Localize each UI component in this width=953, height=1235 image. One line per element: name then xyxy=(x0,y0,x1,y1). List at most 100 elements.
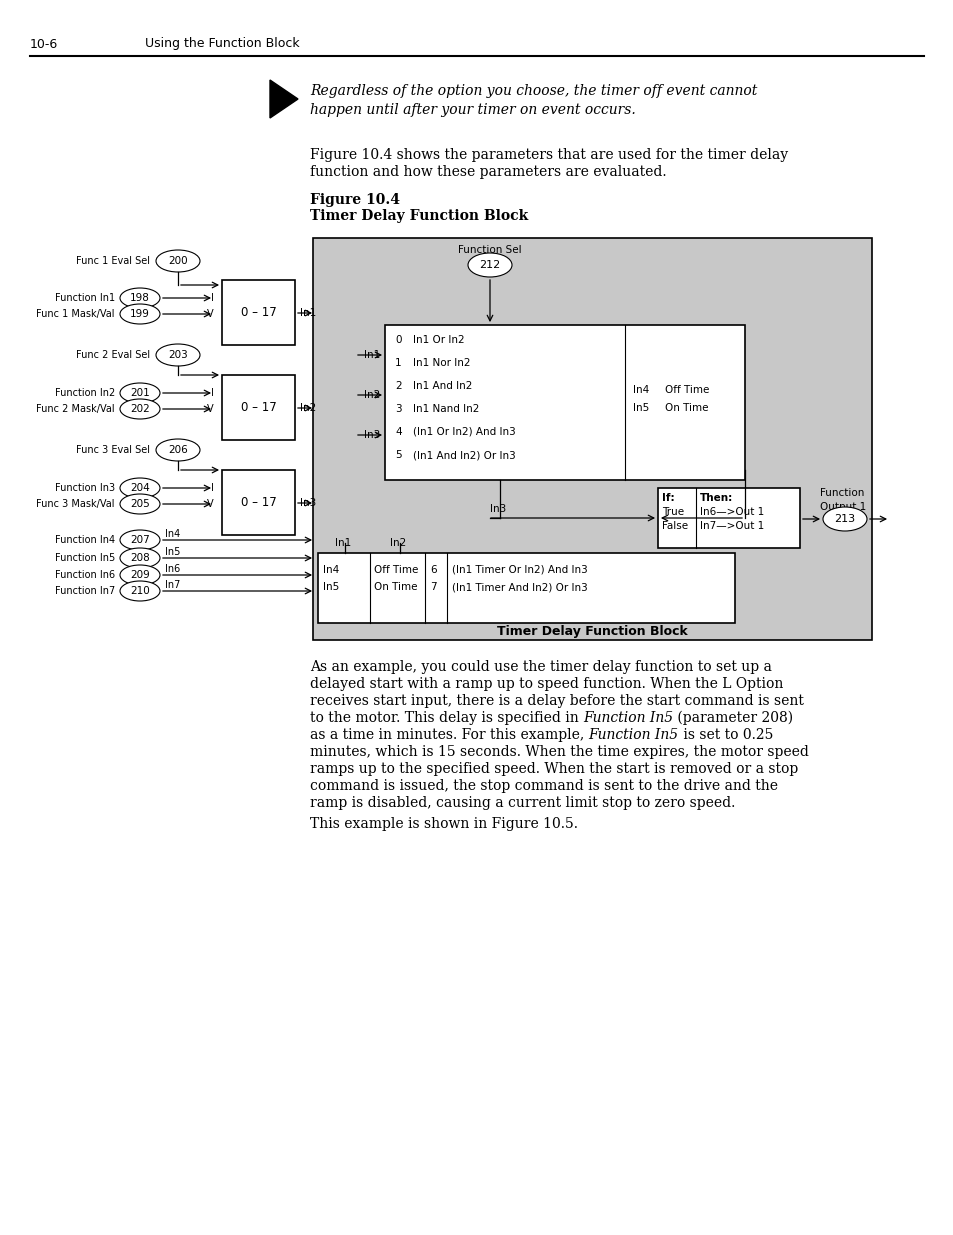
Text: 210: 210 xyxy=(130,585,150,597)
Text: 4: 4 xyxy=(395,427,401,437)
Ellipse shape xyxy=(156,345,200,366)
Text: Func 2 Eval Sel: Func 2 Eval Sel xyxy=(76,350,150,359)
Ellipse shape xyxy=(120,530,160,550)
Text: 203: 203 xyxy=(168,350,188,359)
Text: 207: 207 xyxy=(130,535,150,545)
Text: receives start input, there is a delay before the start command is sent: receives start input, there is a delay b… xyxy=(310,694,803,708)
Text: I: I xyxy=(211,388,213,398)
Text: Timer Delay Function Block: Timer Delay Function Block xyxy=(310,209,528,224)
Text: Func 1 Eval Sel: Func 1 Eval Sel xyxy=(76,256,150,266)
Text: Timer Delay Function Block: Timer Delay Function Block xyxy=(497,625,687,638)
Text: (In1 And In2) Or In3: (In1 And In2) Or In3 xyxy=(413,450,516,459)
Text: Function In5: Function In5 xyxy=(582,711,673,725)
Text: Function In3: Function In3 xyxy=(55,483,115,493)
Text: In2: In2 xyxy=(299,403,315,412)
Text: In1 Nand In2: In1 Nand In2 xyxy=(413,404,478,414)
Text: In4: In4 xyxy=(633,385,649,395)
Text: Function In1: Function In1 xyxy=(55,293,115,303)
Text: In2: In2 xyxy=(390,538,406,548)
Text: Function Sel: Function Sel xyxy=(457,245,521,254)
Text: ramps up to the specified speed. When the start is removed or a stop: ramps up to the specified speed. When th… xyxy=(310,762,798,776)
Ellipse shape xyxy=(468,253,512,277)
Text: 198: 198 xyxy=(130,293,150,303)
Text: On Time: On Time xyxy=(664,403,708,412)
Text: 0 – 17: 0 – 17 xyxy=(240,496,276,509)
Text: (In1 Timer And In2) Or In3: (In1 Timer And In2) Or In3 xyxy=(452,582,587,592)
Ellipse shape xyxy=(120,548,160,568)
Text: False: False xyxy=(661,521,687,531)
Text: In5: In5 xyxy=(323,582,339,592)
Text: 213: 213 xyxy=(834,514,855,524)
Text: As an example, you could use the timer delay function to set up a: As an example, you could use the timer d… xyxy=(310,659,771,674)
Text: True: True xyxy=(661,508,683,517)
Text: In4: In4 xyxy=(323,564,339,576)
Text: Figure 10.4: Figure 10.4 xyxy=(310,193,399,207)
Text: 5: 5 xyxy=(395,450,401,459)
Ellipse shape xyxy=(120,288,160,308)
Text: In7—>Out 1: In7—>Out 1 xyxy=(700,521,763,531)
Text: Func 2 Mask/Val: Func 2 Mask/Val xyxy=(36,404,115,414)
Text: 6: 6 xyxy=(430,564,436,576)
Text: In1 And In2: In1 And In2 xyxy=(413,382,472,391)
Text: Output 1: Output 1 xyxy=(820,501,865,513)
Text: 202: 202 xyxy=(130,404,150,414)
Text: 0 – 17: 0 – 17 xyxy=(240,306,276,319)
Text: as a time in minutes. For this example,: as a time in minutes. For this example, xyxy=(310,727,588,742)
Text: Function In7: Function In7 xyxy=(54,585,115,597)
Ellipse shape xyxy=(156,438,200,461)
Text: Func 3 Mask/Val: Func 3 Mask/Val xyxy=(36,499,115,509)
Bar xyxy=(222,375,294,440)
Bar xyxy=(222,280,294,345)
Ellipse shape xyxy=(120,564,160,585)
Text: Figure 10.4 shows the parameters that are used for the timer delay: Figure 10.4 shows the parameters that ar… xyxy=(310,148,787,162)
Text: ramp is disabled, causing a current limit stop to zero speed.: ramp is disabled, causing a current limi… xyxy=(310,797,735,810)
Text: happen until after your timer on event occurs.: happen until after your timer on event o… xyxy=(310,103,635,117)
Bar xyxy=(658,488,800,548)
Text: to the motor. This delay is specified in: to the motor. This delay is specified in xyxy=(310,711,582,725)
Text: In3: In3 xyxy=(299,498,315,508)
Text: This example is shown in Figure 10.5.: This example is shown in Figure 10.5. xyxy=(310,818,578,831)
Polygon shape xyxy=(270,80,297,119)
Text: minutes, which is 15 seconds. When the time expires, the motor speed: minutes, which is 15 seconds. When the t… xyxy=(310,745,808,760)
Bar xyxy=(317,553,734,622)
Text: 200: 200 xyxy=(168,256,188,266)
Text: 10-6: 10-6 xyxy=(30,37,58,51)
Text: V: V xyxy=(207,404,213,414)
Text: delayed start with a ramp up to speed function. When the L Option: delayed start with a ramp up to speed fu… xyxy=(310,677,782,692)
Text: Function: Function xyxy=(820,488,863,498)
Text: V: V xyxy=(207,499,213,509)
Text: Using the Function Block: Using the Function Block xyxy=(145,37,299,51)
Ellipse shape xyxy=(120,383,160,403)
Text: (In1 Timer Or In2) And In3: (In1 Timer Or In2) And In3 xyxy=(452,564,587,576)
Text: In3: In3 xyxy=(363,430,379,440)
Text: 208: 208 xyxy=(130,553,150,563)
Text: 205: 205 xyxy=(130,499,150,509)
Text: V: V xyxy=(207,309,213,319)
Text: 201: 201 xyxy=(130,388,150,398)
Text: In1: In1 xyxy=(363,350,379,359)
Text: Off Time: Off Time xyxy=(664,385,709,395)
Text: I: I xyxy=(211,483,213,493)
Text: command is issued, the stop command is sent to the drive and the: command is issued, the stop command is s… xyxy=(310,779,778,793)
Text: Function In5: Function In5 xyxy=(588,727,678,742)
Text: In5: In5 xyxy=(633,403,649,412)
Text: (parameter 208): (parameter 208) xyxy=(673,711,793,725)
Ellipse shape xyxy=(120,304,160,324)
Text: In1: In1 xyxy=(335,538,351,548)
Text: Func 1 Mask/Val: Func 1 Mask/Val xyxy=(36,309,115,319)
Text: Then:: Then: xyxy=(700,493,733,503)
Bar xyxy=(385,325,744,480)
Text: 212: 212 xyxy=(478,261,500,270)
Ellipse shape xyxy=(120,494,160,514)
Text: In6—>Out 1: In6—>Out 1 xyxy=(700,508,763,517)
Text: On Time: On Time xyxy=(374,582,417,592)
Text: In7: In7 xyxy=(165,580,180,590)
Text: 204: 204 xyxy=(130,483,150,493)
Text: Function In6: Function In6 xyxy=(55,571,115,580)
Text: 199: 199 xyxy=(130,309,150,319)
Text: 0 – 17: 0 – 17 xyxy=(240,401,276,414)
Text: In1 Or In2: In1 Or In2 xyxy=(413,335,464,345)
Ellipse shape xyxy=(120,478,160,498)
Text: is set to 0.25: is set to 0.25 xyxy=(678,727,772,742)
Bar xyxy=(222,471,294,535)
